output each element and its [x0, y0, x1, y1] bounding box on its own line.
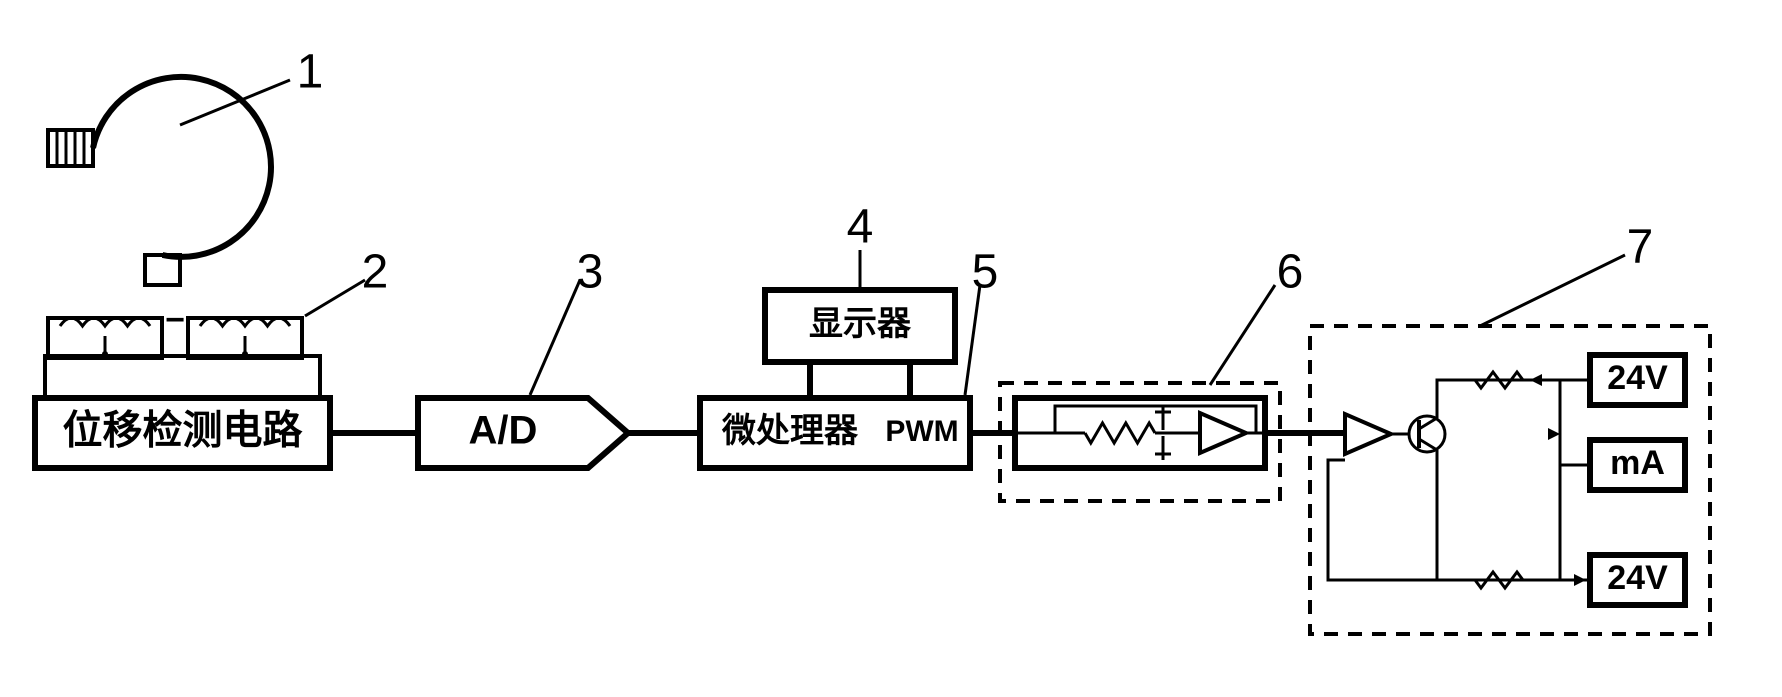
- label: 24V: [1607, 559, 1668, 597]
- label: 24V: [1607, 359, 1668, 397]
- block5-label-r: PWM: [885, 415, 958, 448]
- callout-3: 3: [577, 246, 604, 299]
- label: −: [165, 301, 185, 339]
- callout-1: 1: [297, 46, 324, 99]
- block2-label: 位移检测电路: [63, 409, 304, 453]
- callout-2: 2: [362, 246, 389, 299]
- label: mA: [1610, 444, 1665, 482]
- block4-label: 显示器: [809, 305, 912, 343]
- block3-label: A/D: [469, 409, 538, 453]
- callout-7: 7: [1627, 221, 1654, 274]
- callout-6: 6: [1277, 246, 1304, 299]
- canvas-bg: [0, 0, 1782, 697]
- callout-5: 5: [972, 246, 999, 299]
- callout-4: 4: [847, 201, 874, 254]
- block5-label-l: 微处理器: [721, 412, 859, 450]
